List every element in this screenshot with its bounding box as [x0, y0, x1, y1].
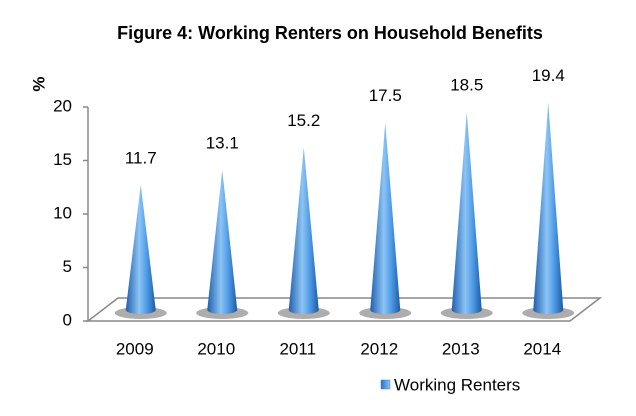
y-tick-label: 5: [63, 257, 72, 276]
x-tick-label: 2010: [197, 339, 235, 358]
data-label: 11.7: [125, 148, 157, 167]
x-tick-label: 2014: [523, 339, 561, 358]
y-tick-label: 20: [53, 96, 72, 115]
x-tick-label: 2009: [116, 339, 154, 358]
data-label: 18.5: [450, 76, 483, 95]
y-tick-label: 0: [63, 310, 72, 329]
data-label: 15.2: [287, 111, 320, 130]
chart-title: Figure 4: Working Renters on Household B…: [117, 23, 543, 43]
cone: [533, 102, 564, 314]
x-tick-label: 2012: [360, 339, 398, 358]
x-tick-label: 2011: [279, 339, 316, 358]
cone: [370, 122, 401, 314]
data-label: 13.1: [206, 133, 239, 152]
y-tick-label: 10: [53, 203, 72, 222]
floor: [85, 297, 603, 322]
y-tick-label: 15: [53, 150, 72, 169]
x-tick-label: 2013: [442, 339, 480, 358]
cone: [288, 147, 319, 314]
cone: [125, 184, 156, 314]
cone: [451, 112, 482, 314]
legend-label: Working Renters: [394, 375, 520, 394]
data-label: 17.5: [369, 86, 402, 105]
cone: [207, 169, 238, 314]
y-axis-label: %: [29, 76, 48, 91]
data-label: 19.4: [532, 66, 565, 85]
legend-swatch: [380, 379, 391, 390]
